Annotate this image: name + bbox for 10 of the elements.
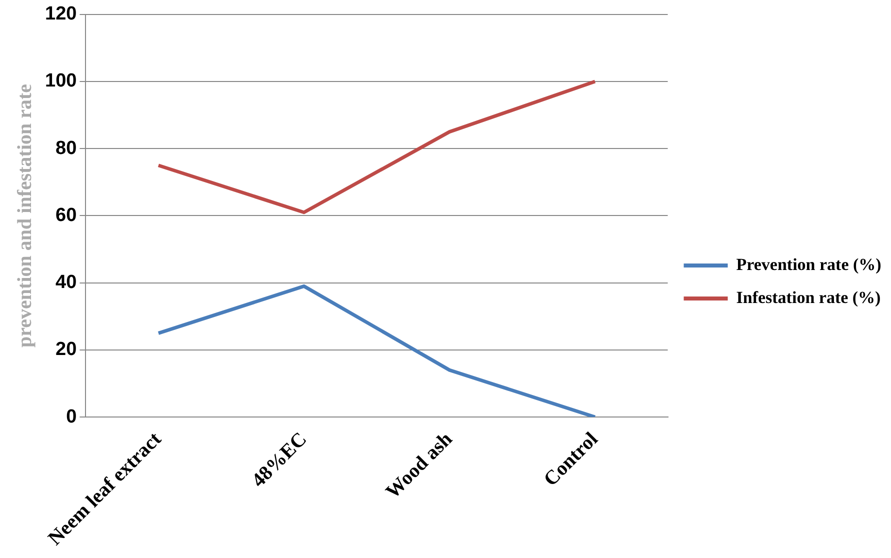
- legend-label: Infestation rate (%): [736, 288, 881, 307]
- y-tick-label: 40: [56, 272, 77, 294]
- y-tick-label: 0: [66, 406, 77, 428]
- y-tick-label: 20: [56, 339, 77, 360]
- y-tick-label: 60: [56, 204, 77, 226]
- y-tick-label: 100: [45, 70, 77, 92]
- y-axis-title: prevention and infestation rate: [14, 84, 36, 348]
- legend-label: Prevention rate (%): [736, 254, 882, 274]
- y-tick-label: 120: [45, 4, 77, 25]
- y-tick-label: 80: [56, 138, 77, 159]
